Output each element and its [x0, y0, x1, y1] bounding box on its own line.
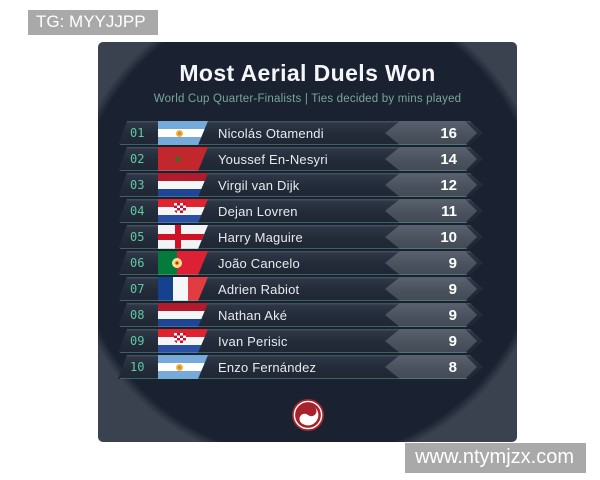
page-subtitle: World Cup Quarter-Finalists | Ties decid…	[153, 93, 462, 105]
flag-morocco-icon	[158, 147, 208, 171]
flag-netherlands-icon	[158, 303, 208, 327]
value-band: 14	[385, 147, 477, 171]
player-name: Nicolás Otamendi	[218, 126, 324, 141]
rank-label: 02	[130, 152, 145, 166]
infographic-card: Most Aerial Duels Won World Cup Quarter-…	[98, 42, 517, 442]
table-row: 02 Youssef En-Nesyri 14	[118, 147, 483, 171]
flag-croatia-icon	[158, 329, 208, 353]
flag-argentina-icon	[158, 355, 208, 379]
brand-logo-icon	[291, 398, 325, 432]
table-row: 08 Nathan Aké 9	[118, 303, 483, 327]
player-name: Enzo Fernández	[218, 360, 317, 375]
player-name: Adrien Rabiot	[218, 282, 300, 297]
table-row: 04 Dejan Lovren 11	[118, 199, 483, 223]
table-row: 03 Virgil van Dijk 12	[118, 173, 483, 197]
table-row: 09 Ivan Perisic 9	[118, 329, 483, 353]
page-title: Most Aerial Duels Won	[179, 60, 436, 86]
value-label: 16	[440, 124, 457, 142]
value-band: 9	[385, 251, 477, 275]
value-label: 12	[440, 176, 457, 194]
rank-label: 08	[130, 308, 145, 322]
value-label: 8	[448, 358, 457, 376]
table-row: 07 Adrien Rabiot 9	[118, 277, 483, 301]
table-row: 01 Nicolás Otamendi 16	[118, 121, 483, 145]
value-label: 9	[448, 332, 457, 350]
flag-croatia-icon	[158, 199, 208, 223]
value-label: 9	[448, 306, 457, 324]
player-name: Youssef En-Nesyri	[218, 152, 328, 167]
watermark-website: www.ntymjzx.com	[405, 443, 586, 473]
flag-portugal-icon	[158, 251, 208, 275]
rank-label: 03	[130, 178, 145, 192]
value-band: 9	[385, 329, 477, 353]
rank-label: 01	[130, 126, 145, 140]
value-band: 10	[385, 225, 477, 249]
flag-england-icon	[158, 225, 208, 249]
table-row: 05 Harry Maguire 10	[118, 225, 483, 249]
rank-label: 05	[130, 230, 145, 244]
value-label: 14	[440, 150, 457, 168]
table-row: 10 Enzo Fernández 8	[118, 355, 483, 379]
value-label: 9	[448, 280, 457, 298]
rank-label: 06	[130, 256, 145, 270]
flag-argentina-icon	[158, 121, 208, 145]
value-band: 11	[385, 199, 477, 223]
table-row: 06 João Cancelo 9	[118, 251, 483, 275]
value-label: 10	[440, 228, 457, 246]
player-name: Dejan Lovren	[218, 204, 298, 219]
flag-france-icon	[158, 277, 208, 301]
value-band: 9	[385, 303, 477, 327]
value-band: 8	[385, 355, 477, 379]
rank-label: 07	[130, 282, 145, 296]
player-name: Ivan Perisic	[218, 334, 288, 349]
value-band: 16	[385, 121, 477, 145]
player-name: Nathan Aké	[218, 308, 288, 323]
value-band: 9	[385, 277, 477, 301]
player-name: Virgil van Dijk	[218, 178, 300, 193]
watermark-telegram: TG: MYYJJPP	[28, 10, 158, 35]
rank-label: 04	[130, 204, 145, 218]
value-label: 11	[441, 202, 457, 220]
player-name: João Cancelo	[218, 256, 300, 271]
flag-netherlands-icon	[158, 173, 208, 197]
rank-label: 10	[130, 360, 145, 374]
rank-label: 09	[130, 334, 145, 348]
value-label: 9	[448, 254, 457, 272]
player-name: Harry Maguire	[218, 230, 303, 245]
value-band: 12	[385, 173, 477, 197]
leaderboard-list: 01 Nicolás Otamendi 16 02 Youssef En-Nes…	[118, 121, 483, 381]
